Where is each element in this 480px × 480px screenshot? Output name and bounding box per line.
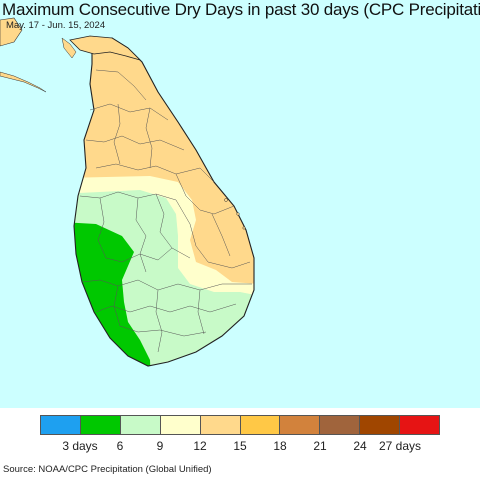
legend-label: 18 — [273, 439, 287, 453]
legend-swatch — [120, 416, 161, 434]
legend-swatch — [280, 416, 321, 434]
legend-swatch — [200, 416, 241, 434]
district-boundaries — [79, 69, 252, 353]
legend-label: 6 — [116, 439, 124, 453]
eastern-coastal-islets — [224, 198, 246, 230]
legend-label: 3 days — [62, 439, 98, 453]
legend-label: 9 — [156, 439, 164, 453]
map-title: Maximum Consecutive Dry Days in past 30 … — [2, 0, 480, 19]
sri-lanka-map — [0, 17, 255, 367]
legend-swatch — [320, 416, 361, 434]
legend-swatch — [400, 416, 440, 434]
legend-label: 12 — [193, 439, 207, 453]
rameswaram-island — [0, 71, 47, 93]
legend-swatch — [160, 416, 201, 434]
legend-labels: 3 days 6 9 12 15 18 21 24 27 days — [40, 439, 440, 457]
map-subtitle: May. 17 - Jun. 15, 2024 — [6, 20, 106, 31]
legend-swatch — [360, 416, 401, 434]
legend-label: 15 — [233, 439, 247, 453]
map-panel: Maximum Consecutive Dry Days in past 30 … — [0, 0, 480, 408]
legend-swatch — [41, 416, 81, 434]
india-coastline — [0, 17, 23, 47]
color-legend: 3 days 6 9 12 15 18 21 24 27 days — [40, 415, 440, 455]
source-credit: Source: NOAA/CPC Precipitation (Global U… — [3, 464, 212, 475]
zone-north-15 — [74, 38, 254, 366]
legend-color-bar — [40, 415, 440, 435]
legend-swatch — [240, 416, 281, 434]
dry-days-zones — [74, 38, 254, 366]
legend-label: 27 days — [378, 439, 422, 453]
legend-swatch — [80, 416, 121, 434]
mannar-island — [61, 37, 77, 59]
jaffna-peninsula — [69, 35, 142, 61]
island-outline — [73, 37, 255, 367]
legend-label: 21 — [313, 439, 327, 453]
legend-label: 24 — [353, 439, 367, 453]
